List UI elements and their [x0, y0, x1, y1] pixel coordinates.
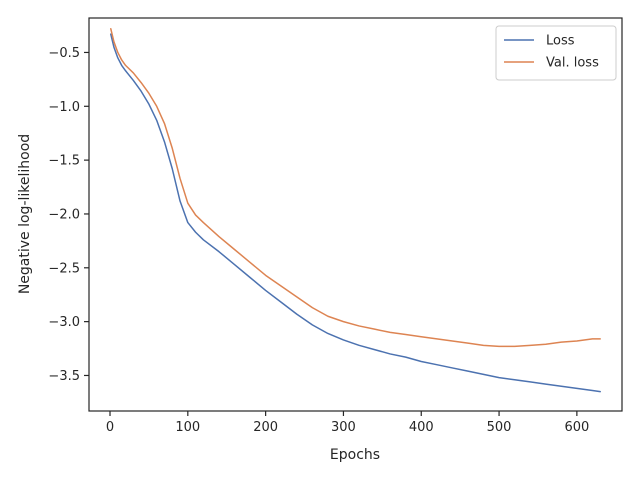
x-tick-label: 100: [175, 420, 200, 435]
series-layer: [110, 28, 601, 393]
x-tick-label: 300: [331, 420, 356, 435]
y-tick-label: −0.5: [48, 46, 80, 61]
series-line-val-loss: [110, 28, 601, 348]
x-tick-label: 600: [564, 420, 589, 435]
series-line-loss: [110, 33, 601, 393]
x-tick-label: 500: [487, 420, 512, 435]
y-tick-label: −2.0: [48, 207, 80, 222]
x-tick-label: 0: [106, 420, 114, 435]
x-tick-label: 400: [409, 420, 434, 435]
legend-label-val-loss: Val. loss: [546, 56, 599, 71]
y-tick-label: −2.5: [48, 261, 80, 276]
y-axis-label: Negative log-likelihood: [17, 134, 33, 294]
y-tick-label: −3.5: [48, 369, 80, 384]
y-tick-label: −3.0: [48, 315, 80, 330]
legend: Loss Val. loss: [495, 25, 617, 81]
y-axis-ticks: −0.5 −1.0 −1.5 −2.0 −2.5 −3.0 −3.5: [48, 46, 89, 384]
legend-label-loss: Loss: [546, 34, 575, 49]
x-tick-label: 200: [253, 420, 278, 435]
x-axis-label: Epochs: [330, 447, 380, 463]
y-tick-label: −1.0: [48, 100, 80, 115]
y-tick-label: −1.5: [48, 154, 80, 169]
x-axis-ticks: 0 100 200 300 400 500 600: [106, 411, 589, 435]
